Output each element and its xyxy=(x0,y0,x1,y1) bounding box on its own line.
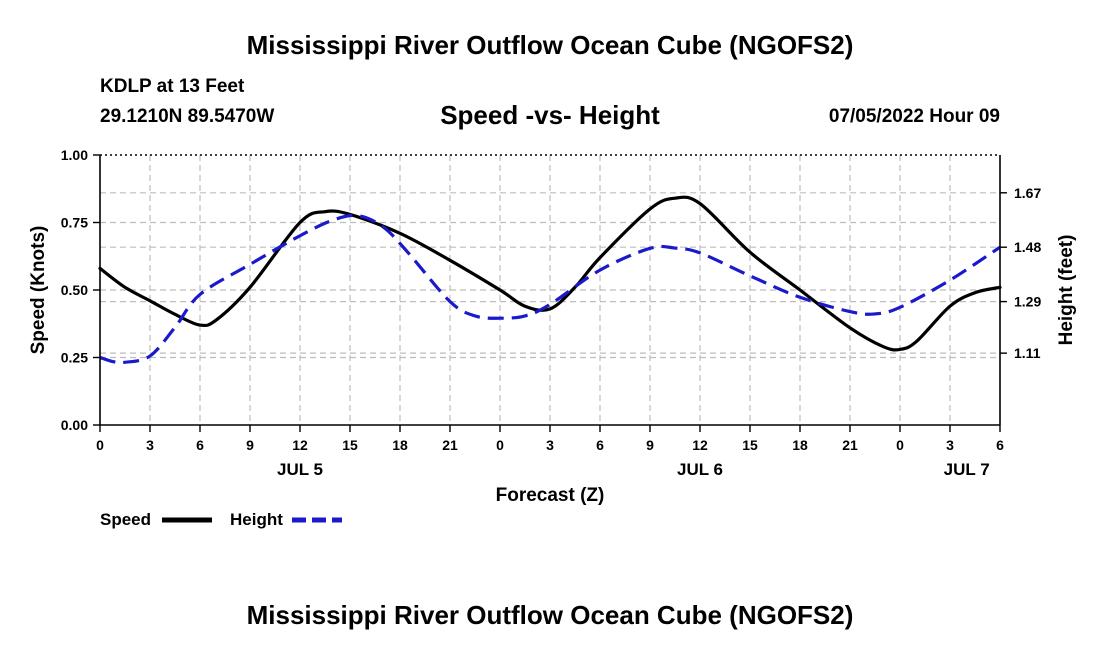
y-tick-label: 0.50 xyxy=(61,282,88,298)
chart-subtitle: Speed -vs- Height xyxy=(440,100,660,130)
date-label: JUL 7 xyxy=(944,460,990,479)
y2-tick-label: 1.48 xyxy=(1014,239,1041,255)
y-tick-label: 1.00 xyxy=(61,147,88,163)
x-tick-label: 6 xyxy=(596,437,604,453)
y2-tick-label: 1.67 xyxy=(1014,185,1041,201)
series-layer xyxy=(98,195,1002,365)
x-tick-label: 9 xyxy=(646,437,654,453)
y2-axis-label: Height (feet) xyxy=(1056,235,1077,346)
x-tick-label: 15 xyxy=(742,437,758,453)
x-tick-label: 21 xyxy=(442,437,458,453)
date-label: JUL 5 xyxy=(277,460,323,479)
y-axis-label: Speed (Knots) xyxy=(28,226,49,355)
y-tick-label: 0.25 xyxy=(61,350,88,366)
x-tick-label: 6 xyxy=(996,437,1004,453)
date-label: JUL 6 xyxy=(677,460,723,479)
x-tick-label: 6 xyxy=(196,437,204,453)
x-tick-label: 0 xyxy=(896,437,904,453)
x-tick-label: 0 xyxy=(96,437,104,453)
x-axis-label: Forecast (Z) xyxy=(496,485,605,506)
x-tick-label: 18 xyxy=(392,437,408,453)
x-tick-label: 18 xyxy=(792,437,808,453)
legend-label-height: Height xyxy=(230,510,283,529)
series-line-height xyxy=(99,213,1001,365)
x-tick-label: 3 xyxy=(946,437,954,453)
x-tick-label: 0 xyxy=(496,437,504,453)
x-tick-label: 21 xyxy=(842,437,858,453)
x-tick-label: 12 xyxy=(692,437,708,453)
x-tick-label: 12 xyxy=(292,437,308,453)
x-tick-label: 15 xyxy=(342,437,358,453)
x-tick-label: 3 xyxy=(146,437,154,453)
footer-title: Mississippi River Outflow Ocean Cube (NG… xyxy=(246,600,854,630)
y2-tick-label: 1.29 xyxy=(1014,294,1041,310)
x-tick-label: 3 xyxy=(546,437,554,453)
x-tick-label: 9 xyxy=(246,437,254,453)
grid xyxy=(100,154,1000,425)
y2-tick-label: 1.11 xyxy=(1014,345,1041,361)
station-coordinates: 29.1210N 89.5470W xyxy=(100,106,275,127)
y-tick-label: 0.00 xyxy=(61,417,88,433)
main-title: Mississippi River Outflow Ocean Cube (NG… xyxy=(246,30,854,60)
forecast-datetime: 07/05/2022 Hour 09 xyxy=(828,106,1000,127)
station-label: KDLP at 13 Feet xyxy=(100,76,245,97)
y-tick-label: 0.75 xyxy=(61,215,88,231)
axes: 0 3 6 9 12 15 18 21 0 3 6 9 12 15 18 21 0 3 6 JUL 5 JUL 6 JUL… xyxy=(61,147,1042,479)
series-line-speed xyxy=(98,195,1002,352)
legend: Speed Height xyxy=(100,510,342,529)
legend-label-speed: Speed xyxy=(100,510,151,529)
